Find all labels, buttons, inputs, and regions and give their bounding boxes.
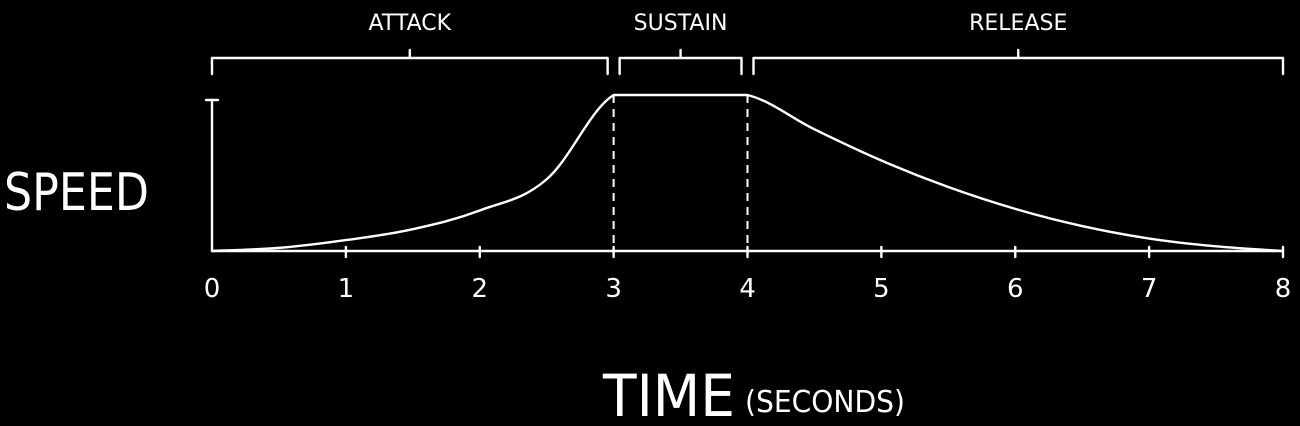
phase-brackets: ATTACK SUSTAIN RELEASE bbox=[210, 11, 1285, 76]
phase-label-release: RELEASE bbox=[969, 11, 1067, 36]
x-tick-label-3: 3 bbox=[605, 274, 622, 304]
x-tick-label-1: 1 bbox=[338, 274, 355, 304]
x-axis-label: TIME bbox=[602, 362, 735, 426]
x-axis-unit-label: (SECONDS) bbox=[745, 385, 905, 420]
phase-bracket-release bbox=[752, 48, 1285, 76]
x-ticks: 0 1 2 3 4 5 6 7 8 bbox=[204, 245, 1292, 304]
phase-label-sustain: SUSTAIN bbox=[634, 11, 728, 36]
x-tick-label-6: 6 bbox=[1007, 274, 1024, 304]
curve-layer bbox=[210, 93, 1285, 253]
axes bbox=[204, 98, 1285, 253]
x-tick-label-7: 7 bbox=[1141, 274, 1158, 304]
phase-label-attack: ATTACK bbox=[369, 11, 452, 36]
x-tick-label-5: 5 bbox=[873, 274, 890, 304]
x-tick-label-4: 4 bbox=[739, 274, 756, 304]
y-axis-label: SPEED bbox=[4, 163, 149, 223]
x-tick-label-2: 2 bbox=[471, 274, 488, 304]
x-tick-label-0: 0 bbox=[204, 274, 221, 304]
phase-bracket-sustain bbox=[618, 48, 743, 76]
x-tick-label-8: 8 bbox=[1275, 274, 1292, 304]
phase-bracket-attack bbox=[210, 48, 609, 76]
series-line-0 bbox=[210, 93, 1285, 253]
